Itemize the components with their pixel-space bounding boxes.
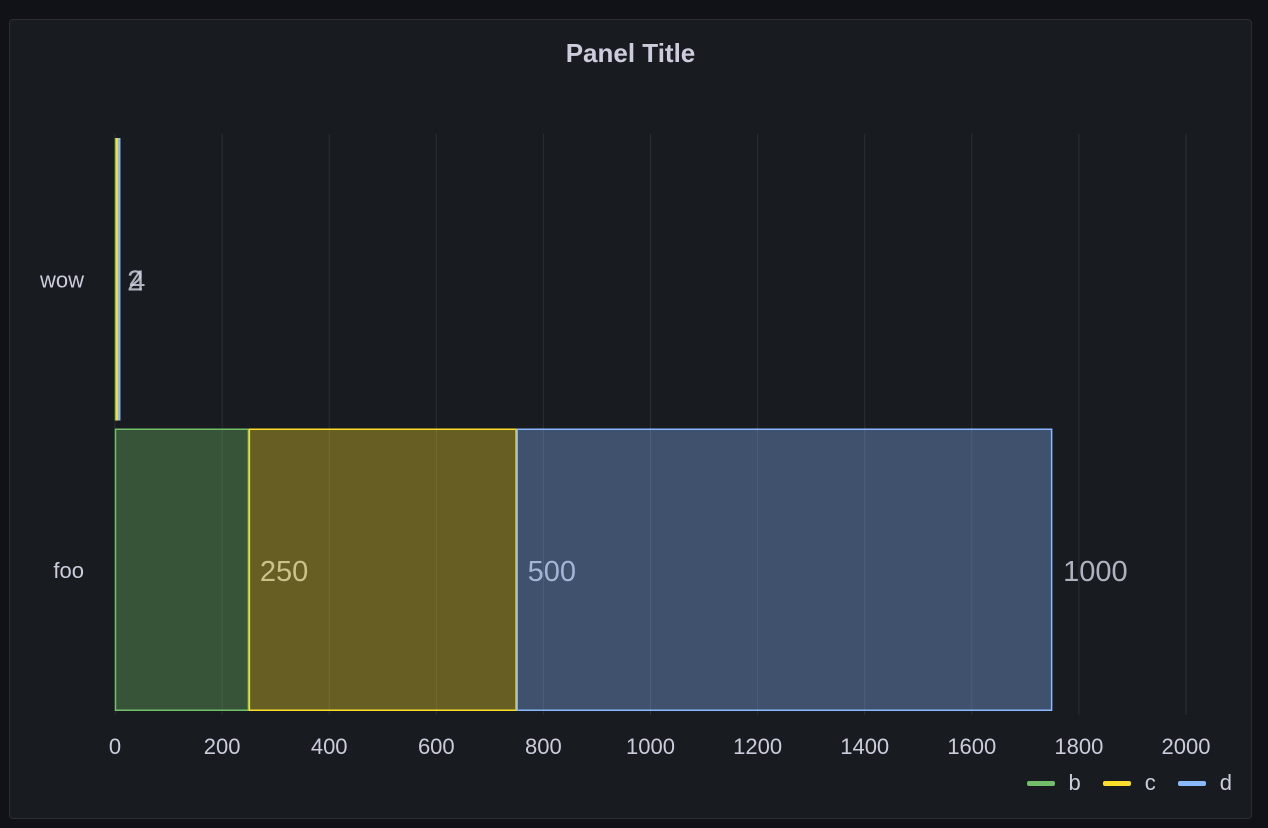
- bar-d-foo: [516, 428, 1053, 711]
- x-tick-label: 0: [109, 734, 121, 759]
- chart-panel: Panel Title: [9, 19, 1252, 819]
- legend-label: c: [1144, 770, 1156, 795]
- bar-d-wow: [117, 138, 121, 421]
- bar-c-wow: [115, 138, 119, 421]
- bar-b-foo: [114, 428, 250, 711]
- x-tick-label: 200: [204, 734, 241, 759]
- legend-label: b: [1068, 770, 1081, 795]
- bar-c-foo: [248, 428, 517, 711]
- legend-swatch: [1177, 780, 1206, 786]
- panel-title: Panel Title: [565, 38, 696, 68]
- x-tick-label: 1600: [947, 734, 996, 759]
- data-label: 250: [260, 556, 308, 588]
- x-tick-label: 800: [525, 734, 562, 759]
- chart-legend: b c d: [1026, 770, 1232, 796]
- legend-item-d[interactable]: d: [1177, 770, 1232, 796]
- category-label: wow: [39, 267, 84, 292]
- legend-swatch: [1026, 780, 1055, 786]
- data-label: 2: [127, 265, 143, 297]
- x-tick-label: 1200: [733, 734, 782, 759]
- legend-swatch: [1102, 780, 1131, 786]
- data-label: 500: [528, 556, 576, 588]
- data-label: 4: [129, 265, 145, 297]
- legend-item-c[interactable]: c: [1102, 770, 1156, 796]
- x-tick-label: 400: [311, 734, 348, 759]
- data-label: 1000: [1063, 556, 1128, 588]
- legend-item-b[interactable]: b: [1026, 770, 1081, 796]
- x-tick-label: 1400: [840, 734, 889, 759]
- legend-label: d: [1219, 770, 1232, 795]
- x-tick-label: 1000: [626, 734, 675, 759]
- category-label: foo: [53, 558, 84, 583]
- x-tick-label: 2000: [1162, 734, 1211, 759]
- x-tick-label: 600: [418, 734, 455, 759]
- x-tick-label: 1800: [1054, 734, 1103, 759]
